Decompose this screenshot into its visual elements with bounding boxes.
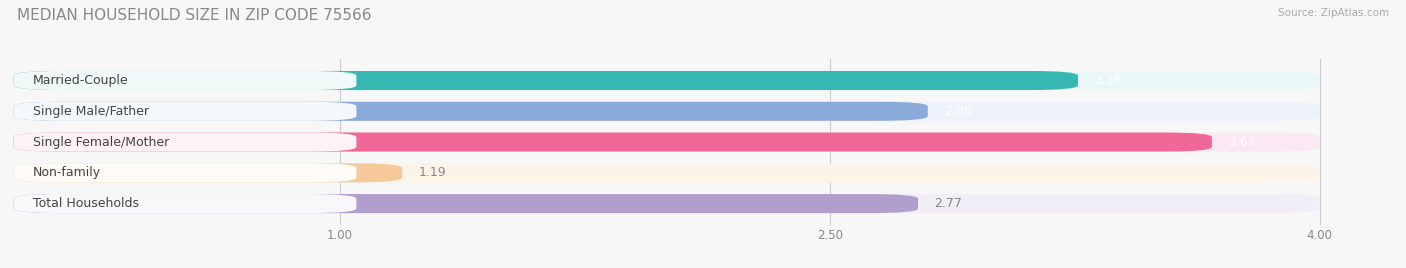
FancyBboxPatch shape — [14, 163, 1320, 182]
Text: 2.77: 2.77 — [935, 197, 962, 210]
Text: 3.26: 3.26 — [1094, 74, 1122, 87]
Text: MEDIAN HOUSEHOLD SIZE IN ZIP CODE 75566: MEDIAN HOUSEHOLD SIZE IN ZIP CODE 75566 — [17, 8, 371, 23]
Text: 1.19: 1.19 — [419, 166, 446, 179]
FancyBboxPatch shape — [14, 163, 356, 182]
FancyBboxPatch shape — [14, 71, 1078, 90]
FancyBboxPatch shape — [14, 102, 356, 121]
Text: Single Female/Mother: Single Female/Mother — [34, 136, 169, 148]
FancyBboxPatch shape — [14, 194, 1320, 213]
FancyBboxPatch shape — [14, 102, 928, 121]
Text: Total Households: Total Households — [34, 197, 139, 210]
Text: Non-family: Non-family — [34, 166, 101, 179]
FancyBboxPatch shape — [14, 194, 918, 213]
FancyBboxPatch shape — [14, 71, 1320, 90]
FancyBboxPatch shape — [14, 102, 1320, 121]
Text: Single Male/Father: Single Male/Father — [34, 105, 149, 118]
Text: Source: ZipAtlas.com: Source: ZipAtlas.com — [1278, 8, 1389, 18]
FancyBboxPatch shape — [14, 132, 1212, 152]
FancyBboxPatch shape — [14, 71, 356, 90]
Text: Married-Couple: Married-Couple — [34, 74, 129, 87]
FancyBboxPatch shape — [14, 132, 356, 152]
Text: 3.67: 3.67 — [1229, 136, 1256, 148]
FancyBboxPatch shape — [14, 194, 356, 213]
FancyBboxPatch shape — [14, 132, 1320, 152]
Text: 2.80: 2.80 — [943, 105, 972, 118]
FancyBboxPatch shape — [14, 163, 402, 182]
